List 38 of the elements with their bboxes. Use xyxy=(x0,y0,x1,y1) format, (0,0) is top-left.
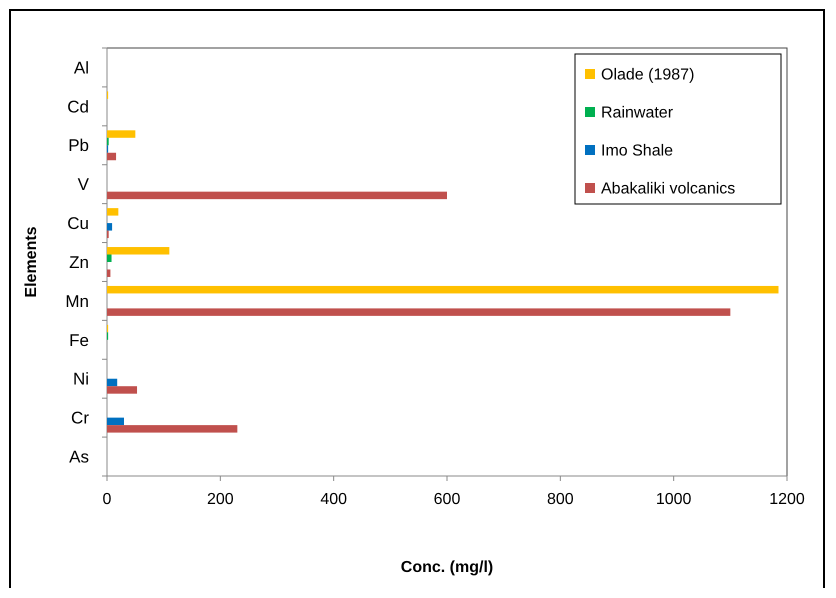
bar xyxy=(107,208,118,216)
x-tick-label: 400 xyxy=(320,491,348,508)
bar xyxy=(107,223,112,231)
x-tick-label: 0 xyxy=(102,491,112,508)
x-tick-label: 200 xyxy=(206,491,234,508)
bar xyxy=(107,254,112,262)
legend-label: Rainwater xyxy=(601,104,674,122)
bar xyxy=(107,425,238,433)
y-tick-label: Cu xyxy=(67,214,89,234)
legend-label: Imo Shale xyxy=(601,142,674,160)
y-tick-label: Pb xyxy=(68,136,89,156)
bar xyxy=(107,192,447,200)
bar xyxy=(107,130,136,138)
bar xyxy=(107,152,116,160)
y-tick-label: As xyxy=(69,447,89,466)
y-axis-title: Elements xyxy=(23,226,40,298)
y-tick-label: Al xyxy=(74,58,89,78)
x-tick-label: 800 xyxy=(546,491,574,508)
legend-label: Abakaliki volcanics xyxy=(601,180,736,198)
x-axis-title: Conc. (mg/l) xyxy=(400,559,494,576)
bar xyxy=(107,378,118,386)
bar xyxy=(107,247,170,255)
x-tick-label: 1200 xyxy=(769,491,805,508)
y-tick-label: Zn xyxy=(69,252,89,272)
bar xyxy=(107,269,110,277)
bar xyxy=(107,386,138,394)
y-tick-label: Fe xyxy=(69,330,89,350)
bar xyxy=(107,418,124,426)
y-tick-label: V xyxy=(78,175,90,194)
x-tick-label: 600 xyxy=(434,491,460,508)
y-tick-label: Ni xyxy=(72,370,89,389)
x-tick-label: 1000 xyxy=(656,491,692,508)
bar xyxy=(107,308,730,316)
legend-label: Olade (1987) xyxy=(601,66,694,84)
y-tick-label: Mn xyxy=(65,292,89,311)
y-tick-label: Cr xyxy=(71,408,90,428)
y-tick-label: Cd xyxy=(67,97,89,116)
bar xyxy=(107,286,778,294)
